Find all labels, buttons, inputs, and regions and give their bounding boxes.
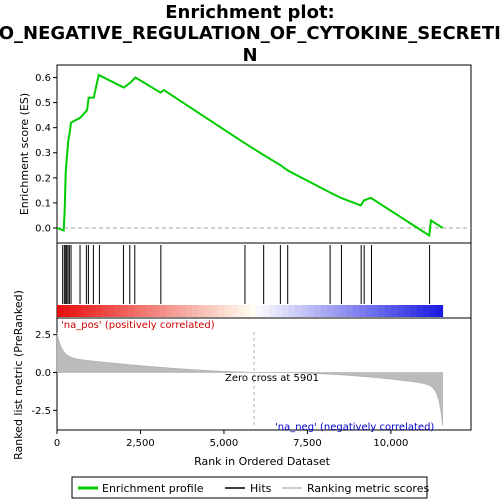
legend-enrichment-label: Enrichment profile — [102, 482, 204, 495]
es-panel-frame — [56, 64, 472, 244]
colorbar-segment — [114, 305, 122, 317]
colorbar-segment — [153, 305, 161, 317]
colorbar-segment — [121, 305, 129, 317]
legend-box — [71, 476, 428, 499]
x-tick-label: 7,500 — [293, 438, 322, 449]
colorbar-segment — [159, 305, 167, 317]
colorbar-segment — [429, 305, 437, 317]
chart-title-line1: Enrichment plot: — [165, 2, 335, 23]
x-tick-label: 0 — [54, 438, 60, 449]
x-axis-label: Rank in Ordered Dataset — [194, 455, 331, 468]
colorbar-segment — [95, 305, 103, 317]
colorbar-segment — [262, 305, 270, 317]
colorbar-segment — [326, 305, 334, 317]
colorbar-segment — [391, 305, 399, 317]
es-ytick-label: 0.4 — [35, 123, 51, 134]
colorbar-segment — [127, 305, 135, 317]
colorbar-segment — [108, 305, 116, 317]
colorbar-segment — [397, 305, 405, 317]
x-tick-label: 2,500 — [126, 438, 155, 449]
colorbar-segment — [146, 305, 154, 317]
colorbar-segment — [416, 305, 424, 317]
colorbar-segment — [269, 305, 277, 317]
x-tick-label: 5,000 — [210, 438, 239, 449]
colorbar-segment — [256, 305, 264, 317]
pos-label: 'na_pos' (positively correlated) — [61, 320, 215, 331]
es-ytick-label: 0.5 — [35, 98, 51, 109]
colorbar-segment — [166, 305, 174, 317]
colorbar-segment — [217, 305, 225, 317]
colorbar-segment — [307, 305, 315, 317]
colorbar-segment — [371, 305, 379, 317]
colorbar-segment — [339, 305, 347, 317]
neg-label: 'na_neg' (negatively correlated) — [275, 422, 434, 433]
legend-hits-label: Hits — [250, 482, 272, 495]
es-axis-label: Enrichment score (ES) — [18, 93, 31, 215]
colorbar-segment — [230, 305, 238, 317]
colorbar-segment — [140, 305, 148, 317]
colorbar-segment — [378, 305, 386, 317]
colorbar-segment — [249, 305, 257, 317]
colorbar-segment — [224, 305, 232, 317]
rank-ytick-label: -2.5 — [31, 406, 51, 417]
colorbar-segment — [243, 305, 251, 317]
colorbar-segment — [57, 305, 64, 317]
chart-title-line2: GO_NEGATIVE_REGULATION_OF_CYTOKINE_SECRE… — [0, 23, 500, 44]
colorbar-segment — [63, 305, 71, 317]
colorbar-segment — [69, 305, 77, 317]
es-ytick-label: 0.6 — [35, 73, 51, 84]
colorbar-segment — [404, 305, 411, 317]
colorbar-segment — [281, 305, 289, 317]
colorbar-segment — [410, 305, 418, 317]
ranking-metric-area — [56, 332, 443, 426]
colorbar-segment — [423, 305, 431, 317]
colorbar-segment — [89, 305, 97, 317]
colorbar-segment — [384, 305, 392, 317]
colorbar-segment — [320, 305, 328, 317]
colorbar-segment — [352, 305, 360, 317]
colorbar-segment — [191, 305, 199, 317]
rank-axis-label: Ranked list metric (PreRanked) — [12, 290, 25, 460]
colorbar-segment — [275, 305, 283, 317]
colorbar-segment — [288, 305, 296, 317]
colorbar-segment — [82, 305, 90, 317]
es-ytick-label: 0.3 — [35, 148, 51, 159]
colorbar-segment — [365, 305, 373, 317]
colorbar-segment — [359, 305, 366, 317]
colorbar-segment — [436, 305, 444, 317]
colorbar-segment — [211, 305, 219, 317]
colorbar-segment — [179, 305, 187, 317]
colorbar-segment — [198, 305, 206, 317]
es-ytick-label: 0.1 — [35, 198, 51, 209]
colorbar-segment — [185, 305, 193, 317]
colorbar-segment — [204, 305, 212, 317]
x-tick-label: 10,000 — [373, 438, 408, 449]
zero-cross-label: Zero cross at 5901 — [225, 373, 319, 384]
legend-ranking-label: Ranking metric scores — [307, 482, 429, 495]
chart-title-line3: N — [242, 45, 257, 66]
colorbar-segment — [101, 305, 109, 317]
colorbar-segment — [294, 305, 302, 317]
colorbar-segment — [76, 305, 84, 317]
colorbar-segment — [333, 305, 341, 317]
colorbar-segment — [301, 305, 309, 317]
colorbar-segment — [172, 305, 180, 317]
colorbar-segment — [236, 305, 244, 317]
rank-ytick-label: 2.5 — [35, 330, 51, 341]
rank-ytick-label: 0.0 — [35, 368, 51, 379]
colorbar-segment — [314, 305, 322, 317]
es-ytick-label: 0.0 — [35, 223, 51, 234]
colorbar-segment — [346, 305, 354, 317]
es-ytick-label: 0.2 — [35, 173, 51, 184]
enrichment-profile-line — [56, 73, 444, 238]
colorbar-segment — [134, 305, 142, 317]
